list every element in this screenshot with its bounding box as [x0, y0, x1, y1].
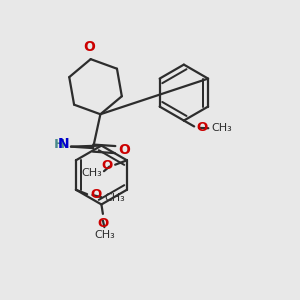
- Text: O: O: [90, 188, 101, 201]
- Text: H: H: [53, 138, 64, 151]
- Text: O: O: [118, 142, 130, 157]
- Text: O: O: [97, 218, 109, 230]
- Text: CH₃: CH₃: [82, 168, 103, 178]
- Text: CH₃: CH₃: [94, 230, 115, 240]
- Text: O: O: [196, 121, 208, 134]
- Text: N: N: [58, 137, 69, 151]
- Text: CH₃: CH₃: [104, 193, 125, 203]
- Text: O: O: [101, 159, 112, 172]
- Text: CH₃: CH₃: [211, 123, 232, 133]
- Text: O: O: [83, 40, 95, 54]
